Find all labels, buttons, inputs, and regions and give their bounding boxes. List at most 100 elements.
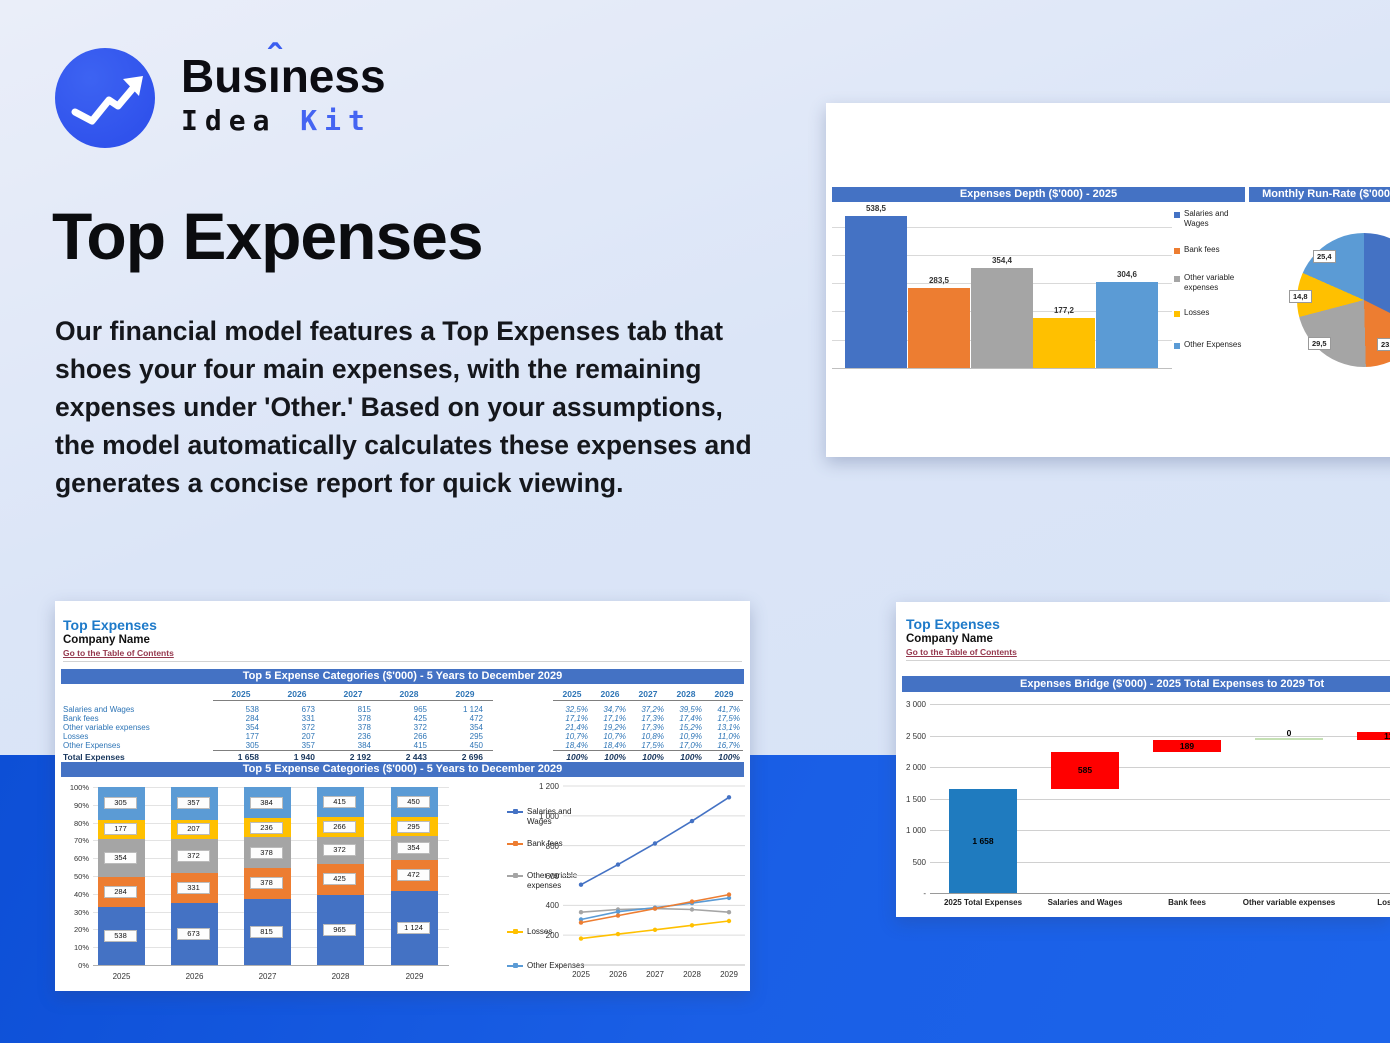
depth-bar-chart: 538,5 283,5 354,4 177,2 304,6	[826, 103, 1390, 457]
cell-pct: 17,3%	[641, 714, 664, 723]
cell-pct: 18,4%	[603, 741, 626, 750]
row-label: Salaries and Wages	[63, 705, 135, 714]
cell-pct: 39,5%	[679, 705, 702, 714]
y-axis-label: 0%	[78, 961, 89, 970]
top-expenses-sheet: Top Expenses Company Name Go to the Tabl…	[55, 601, 750, 991]
cell-value: 305	[245, 741, 259, 750]
legend-label: Other variable expenses	[527, 871, 578, 890]
x-axis-label: 2025	[112, 972, 131, 981]
cell-value: 236	[357, 732, 371, 741]
year-header: 2026	[600, 689, 620, 699]
total-value: 2 443	[405, 752, 427, 762]
logo-word-kit: Kit	[300, 104, 372, 137]
legend-swatch-icon	[1174, 276, 1180, 282]
segment-label: 372	[323, 844, 356, 857]
chart-header: Top 5 Expense Categories ($'000) - 5 Yea…	[61, 762, 744, 777]
year-header: 2029	[714, 689, 734, 699]
logo-circle	[55, 48, 155, 148]
table-header: Top 5 Expense Categories ($'000) - 5 Yea…	[61, 669, 744, 684]
segment-label: 1 124	[397, 921, 430, 934]
y-axis-label: 3 000	[905, 700, 926, 709]
cell-value: 378	[357, 714, 371, 723]
expenses-bridge-sheet: Top Expenses Company Name Go to the Tabl…	[896, 602, 1390, 917]
cell-value: 207	[301, 732, 315, 741]
bar-1	[908, 287, 970, 368]
logo-word-business-prefix: Bus	[181, 50, 268, 102]
waterfall-bar-increase	[1153, 739, 1221, 752]
bar-value-label: 189	[1179, 740, 1195, 751]
row-label: Other Expenses	[63, 741, 121, 750]
page-title: Top Expenses	[52, 199, 484, 273]
cell-value: 965	[413, 705, 427, 714]
segment-label: 378	[250, 877, 283, 890]
x-axis-label: 2029	[720, 970, 738, 979]
total-value: 1 940	[293, 752, 315, 762]
bar-0	[845, 215, 907, 368]
total-label: Total Expenses	[63, 752, 125, 762]
bridge-header: Expenses Bridge ($'000) - 2025 Total Exp…	[902, 676, 1390, 692]
cell-value: 415	[413, 741, 427, 750]
waterfall-bar-increase	[1051, 751, 1119, 789]
waterfall-bar-increase	[1357, 732, 1390, 740]
year-header: 2027	[638, 689, 658, 699]
legend-marker-icon	[513, 929, 518, 934]
cell-pct: 16,7%	[717, 741, 740, 750]
bar-value-label: 304,6	[1116, 269, 1138, 279]
row-label: Losses	[63, 732, 89, 741]
gridline	[930, 735, 1390, 737]
cell-value: 425	[413, 714, 427, 723]
pie-slice-label: 29,5	[1308, 337, 1331, 350]
cell-value: 538	[245, 705, 259, 714]
divider	[63, 661, 742, 662]
toc-link[interactable]: Go to the Table of Contents	[63, 648, 174, 658]
legend-item: Bank fees	[507, 839, 585, 863]
cell-pct: 10,7%	[565, 732, 588, 741]
segment-label: 266	[323, 820, 356, 833]
segment-label: 207	[177, 823, 210, 836]
segment-label: 472	[397, 869, 430, 882]
sheet-title: Top Expenses	[906, 616, 1000, 632]
cell-pct: 32,5%	[565, 705, 588, 714]
cell-value: 450	[469, 741, 483, 750]
segment-label: 305	[104, 797, 137, 810]
year-header: 2027	[343, 689, 363, 699]
toc-link[interactable]: Go to the Table of Contents	[906, 647, 1017, 657]
bar-value-label: 0	[1286, 727, 1292, 738]
bar-value-label: 177,2	[1053, 305, 1075, 315]
cell-pct: 17,5%	[641, 741, 664, 750]
y-axis-label: 80%	[73, 818, 89, 828]
segment-label: 415	[323, 796, 356, 809]
segment-label: 384	[250, 796, 283, 809]
legend-item: Other variable expenses	[1174, 273, 1250, 295]
line-chart-labels: -200 400 600 800 1 000 1 200 2025 2026 2027 2028 2…	[55, 601, 750, 991]
x-axis-label: 2025	[572, 970, 590, 979]
x-axis-label: 2029	[405, 972, 424, 981]
total-value: 1 658	[237, 752, 259, 762]
cell-pct: 10,7%	[603, 732, 626, 741]
cell-pct: 21,4%	[565, 723, 588, 732]
cell-value: 354	[245, 723, 259, 732]
y-axis-label: 200	[545, 931, 559, 941]
y-axis-label: 1 000	[905, 826, 926, 835]
segment-label: 425	[323, 873, 356, 886]
x-axis-label: 2027	[646, 970, 664, 979]
segment-label: 378	[250, 846, 283, 859]
cell-pct: 19,2%	[603, 723, 626, 732]
cell-value: 372	[413, 723, 427, 732]
y-axis-label: 20%	[73, 925, 89, 935]
y-axis-label: 600	[545, 871, 559, 881]
x-axis-label: 2026	[185, 972, 204, 981]
legend-item: Bank fees	[1174, 245, 1250, 267]
bar-value-label: 1 658	[972, 835, 994, 846]
cell-pct: 17,0%	[679, 741, 702, 750]
legend-label: Other Expenses	[527, 961, 585, 970]
y-axis-label: 400	[545, 901, 559, 911]
x-axis-label: 2028	[331, 972, 350, 981]
legend-item: Losses	[1174, 308, 1250, 330]
year-header: 2025	[562, 689, 582, 699]
logo-word-business-suffix: ness	[280, 50, 386, 102]
cell-value: 1 124	[462, 705, 483, 714]
waterfall-bar-base	[949, 788, 1017, 893]
legend-marker-icon	[513, 841, 518, 846]
